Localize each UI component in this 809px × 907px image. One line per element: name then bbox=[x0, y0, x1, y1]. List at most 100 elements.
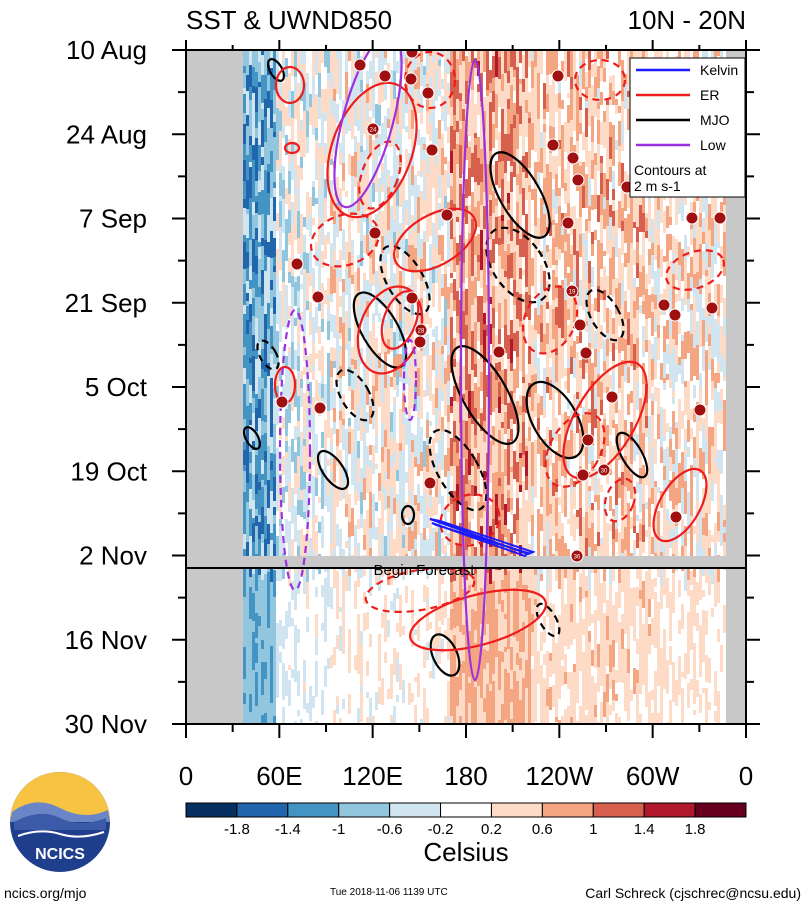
storm-marker bbox=[423, 476, 437, 490]
chart-title-right: 10N - 20N bbox=[628, 5, 747, 35]
storm-marker bbox=[440, 208, 454, 222]
storm-marker-label: 30 bbox=[601, 469, 608, 475]
legend-note-line2: 2 m s-1 bbox=[634, 178, 681, 194]
axis-ticks bbox=[172, 40, 760, 738]
storm-marker bbox=[713, 211, 727, 225]
ncics-logo: NCICS bbox=[10, 772, 110, 872]
storm-marker bbox=[275, 395, 289, 409]
legend-label: ER bbox=[700, 87, 719, 103]
storm-marker bbox=[668, 308, 682, 322]
y-tick-label: 21 Sep bbox=[65, 288, 147, 318]
colorbar-cell bbox=[287, 802, 340, 818]
legend-label: MJO bbox=[700, 112, 730, 128]
colorbar-cell bbox=[389, 802, 442, 818]
sst-anomaly-field bbox=[186, 50, 746, 724]
colorbar-tick-label: -1.8 bbox=[224, 821, 250, 838]
storm-marker bbox=[405, 50, 419, 59]
colorbar-cell bbox=[440, 802, 492, 818]
colorbar-cell bbox=[490, 802, 543, 818]
footer-timestamp: Tue 2018-11-06 1139 UTC bbox=[330, 887, 448, 898]
colorbar-tick-label: 0.2 bbox=[481, 821, 502, 838]
storm-marker bbox=[669, 510, 683, 524]
storm-marker bbox=[413, 335, 427, 349]
y-tick-label: 5 Oct bbox=[85, 372, 148, 402]
storm-marker bbox=[597, 463, 611, 477]
storm-marker-label: 19 bbox=[569, 290, 576, 296]
storm-marker bbox=[579, 346, 593, 360]
y-tick-label: 2 Nov bbox=[79, 541, 147, 571]
storm-marker bbox=[581, 433, 595, 447]
colorbar-cell bbox=[643, 802, 696, 818]
forecast-label: Begin Forecast bbox=[374, 562, 476, 579]
storm-marker bbox=[685, 211, 699, 225]
footer-website[interactable]: ncics.org/mjo bbox=[4, 885, 87, 901]
storm-marker-label: 24 bbox=[370, 128, 377, 134]
storm-marker bbox=[657, 298, 671, 312]
x-tick-label: 180 bbox=[444, 761, 487, 791]
storm-marker bbox=[566, 151, 580, 165]
colorbar-cell bbox=[592, 802, 645, 818]
x-tick-label: 0 bbox=[739, 761, 753, 791]
colorbar-cell bbox=[338, 802, 391, 818]
colorbar-cell bbox=[236, 802, 289, 818]
colorbar-tick-label: 1.8 bbox=[685, 821, 706, 838]
x-tick-label: 60E bbox=[256, 761, 302, 791]
x-tick-label: 120E bbox=[342, 761, 403, 791]
colorbar-cell bbox=[694, 802, 747, 818]
storm-marker bbox=[311, 290, 325, 304]
storm-marker bbox=[551, 69, 565, 83]
colorbar-label: Celsius bbox=[423, 837, 508, 867]
y-tick-label: 30 Nov bbox=[65, 709, 147, 739]
legend-label: Kelvin bbox=[700, 62, 738, 78]
colorbar-tick-label: 0.6 bbox=[532, 821, 553, 838]
y-tick-label: 10 Aug bbox=[66, 35, 147, 65]
chart-title-left: SST & UWND850 bbox=[186, 5, 392, 35]
storm-marker bbox=[561, 216, 575, 230]
x-tick-label: 120W bbox=[525, 761, 593, 791]
colorbar-cell bbox=[185, 802, 238, 818]
y-tick-label: 7 Sep bbox=[79, 204, 147, 234]
storm-marker bbox=[570, 549, 584, 563]
storm-marker bbox=[492, 345, 506, 359]
legend-note-line1: Contours at bbox=[634, 162, 706, 178]
storm-marker bbox=[368, 226, 382, 240]
logo-text: NCICS bbox=[35, 846, 85, 863]
colorbar-tick-label: 1.4 bbox=[634, 821, 655, 838]
storm-marker bbox=[546, 138, 560, 152]
storm-marker bbox=[405, 291, 419, 305]
colorbar-tick-label: -1 bbox=[332, 821, 345, 838]
storm-marker-label: 28 bbox=[418, 329, 425, 335]
legend-label: Low bbox=[700, 137, 727, 153]
colorbar-tick-label: -1.4 bbox=[275, 821, 301, 838]
colorbar: -1.8 -1.4 -1 -0.6 -0.2 0.2 0.6 1 1.4 1.8 bbox=[185, 802, 747, 838]
storm-marker bbox=[565, 284, 579, 298]
storm-marker bbox=[605, 390, 619, 404]
x-tick-label: 60W bbox=[626, 761, 680, 791]
storm-marker bbox=[573, 318, 587, 332]
x-tick-label: 0 bbox=[179, 761, 193, 791]
storm-marker bbox=[576, 468, 590, 482]
y-axis-labels: 10 Aug 24 Aug 7 Sep 21 Sep 5 Oct 19 Oct 2 Nov 1… bbox=[65, 35, 148, 739]
storm-marker bbox=[404, 72, 418, 86]
legend-box bbox=[629, 57, 746, 198]
storm-marker bbox=[353, 58, 367, 72]
y-tick-label: 16 Nov bbox=[65, 625, 147, 655]
colorbar-cell bbox=[541, 802, 594, 818]
legend: Kelvin ER MJO Low Contours at 2 m s-1 bbox=[629, 57, 746, 198]
storm-marker bbox=[421, 86, 435, 100]
storm-marker bbox=[290, 257, 304, 271]
storm-marker bbox=[705, 301, 719, 315]
storm-marker bbox=[366, 122, 380, 136]
plot-area: 24 19 28 30 36 bbox=[186, 50, 746, 724]
storm-markers: 24 19 28 30 36 bbox=[275, 50, 727, 563]
storm-marker bbox=[571, 173, 585, 187]
footer-author: Carl Schreck (cjschrec@ncsu.edu) bbox=[585, 885, 801, 901]
colorbar-tick-label: -0.2 bbox=[428, 821, 454, 838]
storm-marker bbox=[425, 143, 439, 157]
colorbar-tick-label: 1 bbox=[589, 821, 597, 838]
x-axis-labels: 0 60E 120E 180 120W 60W 0 bbox=[179, 761, 753, 791]
storm-marker bbox=[693, 403, 707, 417]
storm-marker bbox=[313, 401, 327, 415]
storm-marker bbox=[378, 69, 392, 83]
